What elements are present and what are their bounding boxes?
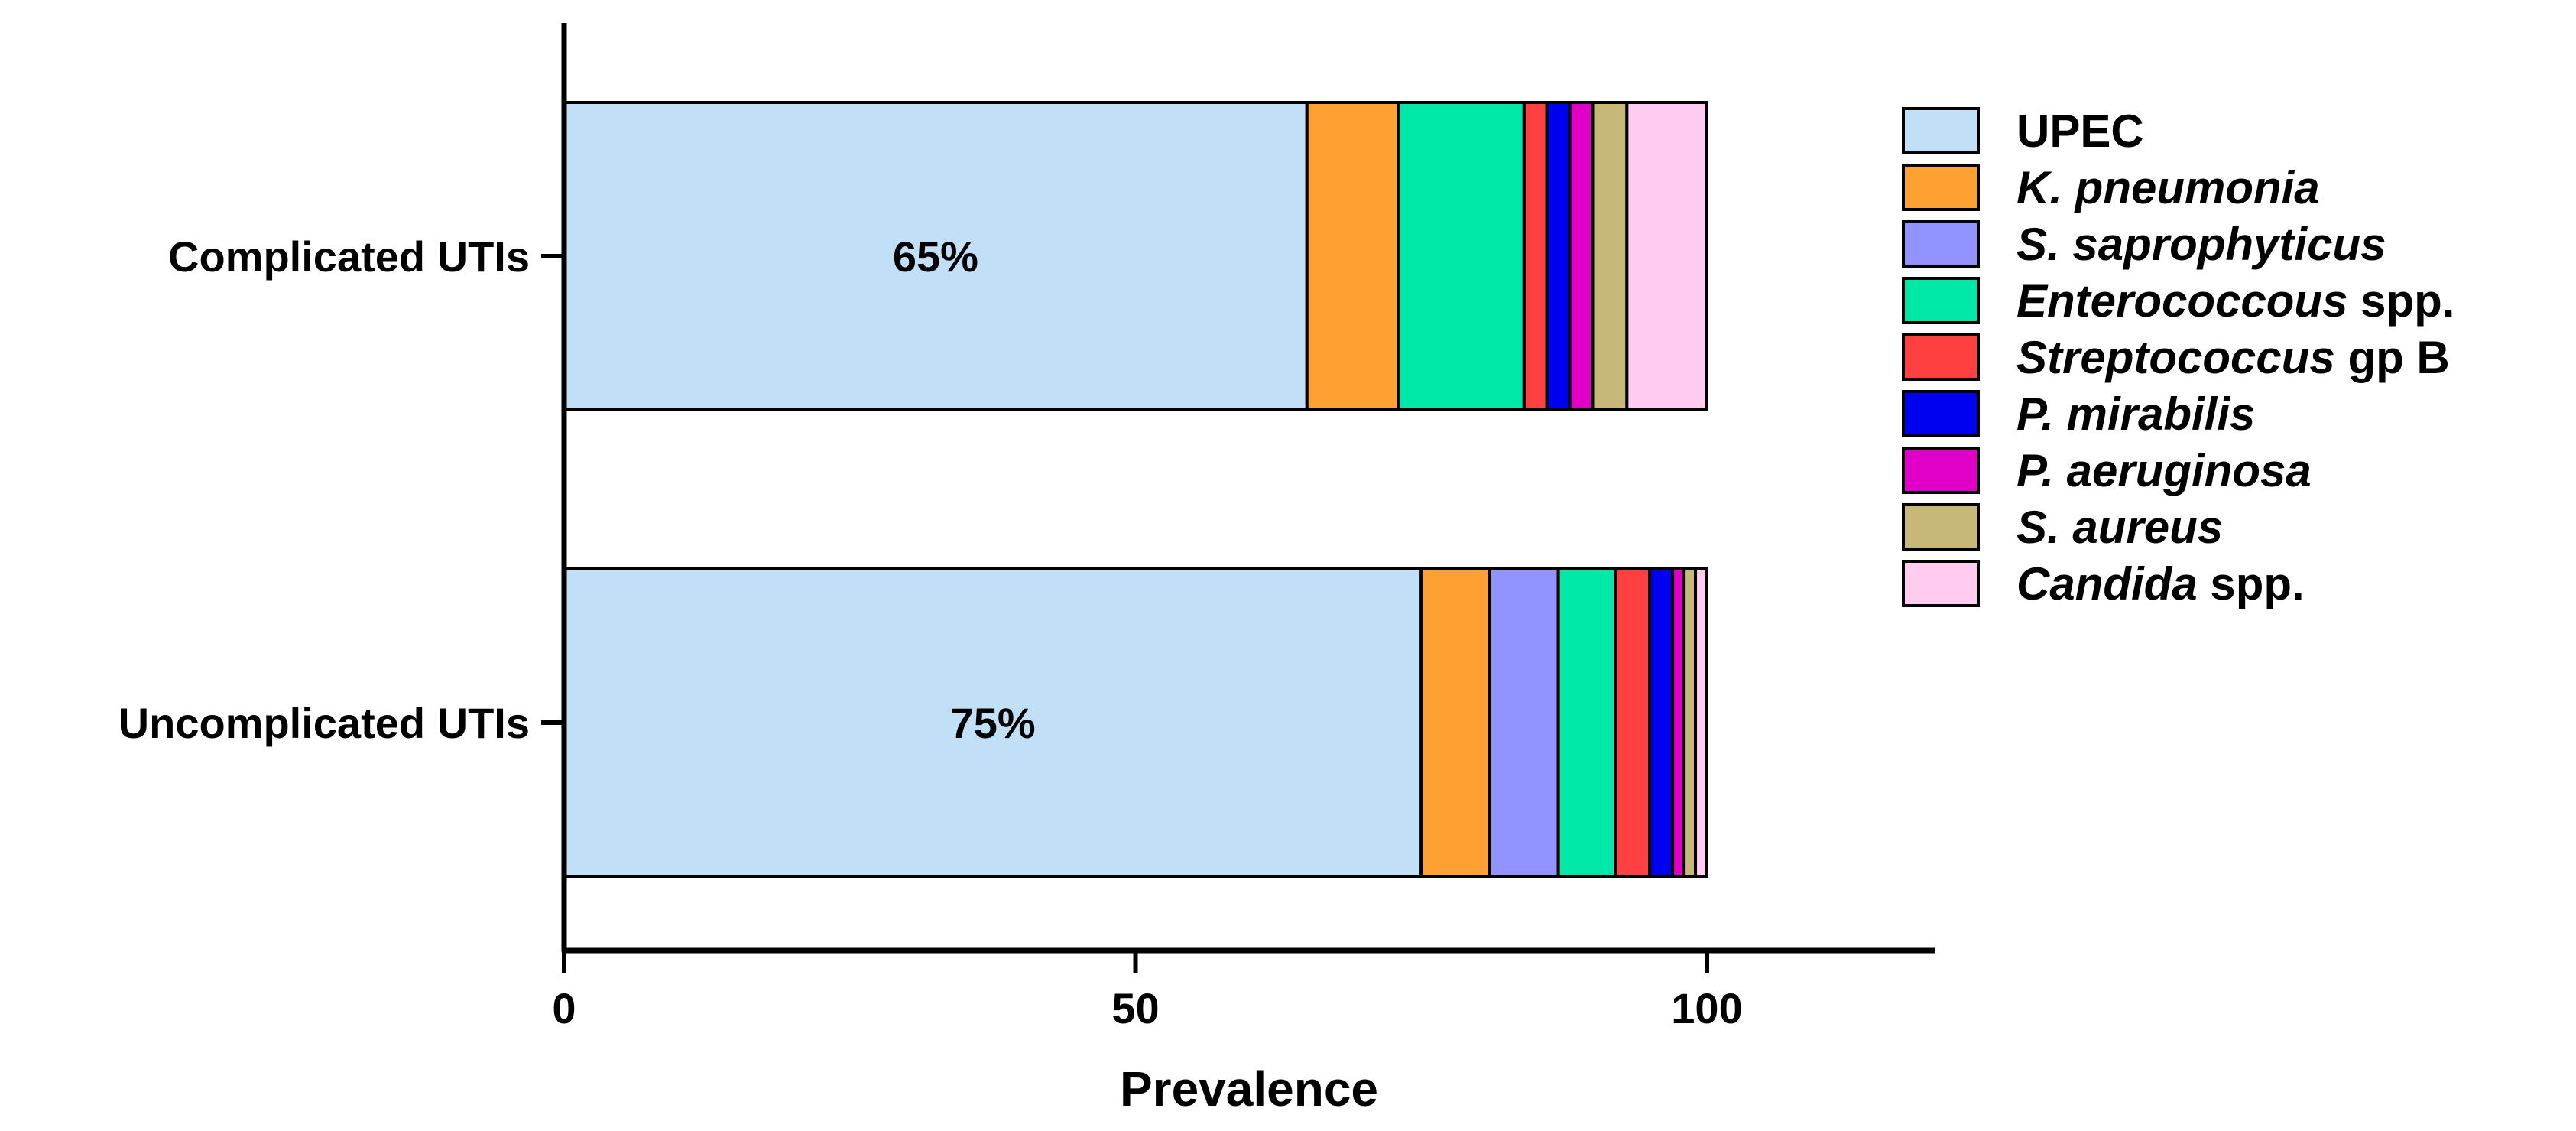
bar-complicated-utis-p-aeruginosa (1568, 101, 1595, 411)
legend-label-upec: UPEC (2016, 106, 2144, 157)
bar-uncomplicated-utis-p-mirabilis (1648, 567, 1675, 878)
legend-swatch-upec (1902, 107, 1980, 154)
legend-label-s-aureus: S. aureus (2016, 502, 2223, 553)
legend-label-streptococcus-gp-b: Streptococcus gp B (2016, 332, 2450, 383)
legend-swatch-enterococcous-spp (1902, 277, 1980, 324)
legend-swatch-s-aureus (1902, 503, 1980, 551)
bar-complicated-utis-enterococcous-spp (1397, 101, 1526, 411)
bar-complicated-utis-streptococcus-gp-b (1522, 101, 1549, 411)
bar-uncomplicated-utis-upec (563, 567, 1423, 878)
bar-uncomplicated-utis-streptococcus-gp-b (1614, 567, 1652, 878)
x-tick-label-50: 50 (1111, 984, 1159, 1032)
bar-uncomplicated-utis-enterococcous-spp (1556, 567, 1617, 878)
bar-uncomplicated-utis-s-aureus (1682, 567, 1698, 878)
data-label-uncomplicated-utis: 75% (950, 699, 1036, 747)
bar-uncomplicated-utis-p-aeruginosa (1671, 567, 1686, 878)
bar-complicated-utis-p-mirabilis (1545, 101, 1572, 411)
bar-complicated-utis-candida-spp (1625, 101, 1709, 411)
legend-label-p-mirabilis: P. mirabilis (2016, 388, 2255, 440)
bar-uncomplicated-utis-k-pneumonia (1419, 567, 1491, 878)
bar-complicated-utis-k-pneumonia (1305, 101, 1400, 411)
legend-swatch-s-saprophyticus (1902, 220, 1980, 268)
y-tick-label-uncomplicated-utis: Uncomplicated UTIs (118, 699, 530, 747)
legend-label-candida-spp: Candida spp. (2016, 558, 2305, 609)
data-label-complicated-utis: 65% (893, 232, 978, 281)
y-tick-label-complicated-utis: Complicated UTIs (168, 232, 530, 281)
legend-swatch-candida-spp (1902, 560, 1980, 607)
legend-label-enterococcous-spp: Enterococcous spp. (2016, 275, 2454, 327)
legend-swatch-p-aeruginosa (1902, 447, 1980, 494)
x-tick-label-100: 100 (1671, 984, 1742, 1032)
bar-complicated-utis-s-aureus (1591, 101, 1629, 411)
legend-label-k-pneumonia: K. pneumonia (2016, 162, 2320, 213)
bar-complicated-utis-upec (563, 101, 1309, 411)
legend-swatch-streptococcus-gp-b (1902, 333, 1980, 381)
x-tick-label-0: 0 (552, 984, 576, 1032)
legend-label-p-aeruginosa: P. aeruginosa (2016, 445, 2312, 496)
bar-uncomplicated-utis-candida-spp (1694, 567, 1709, 878)
legend-swatch-k-pneumonia (1902, 164, 1980, 211)
legend-label-s-saprophyticus: S. saprophyticus (2016, 219, 2386, 270)
x-axis-title: Prevalence (1120, 1061, 1378, 1116)
legend-swatch-p-mirabilis (1902, 390, 1980, 437)
bar-uncomplicated-utis-s-saprophyticus (1488, 567, 1560, 878)
